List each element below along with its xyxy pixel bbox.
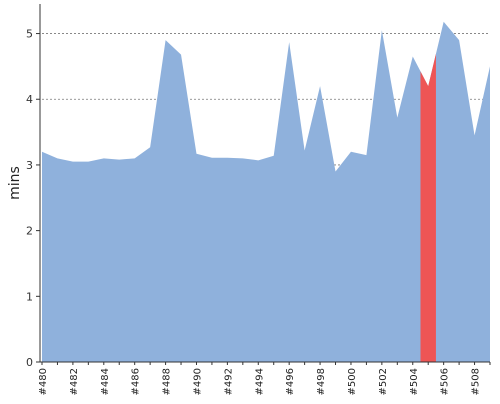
x-tick-labels: #480 #482 #484 #486 #488 #490 #492 #494 #496 #498… — [38, 362, 491, 395]
x-tick-label-488: #488 — [162, 368, 173, 395]
x-tick-label-506: #506 — [440, 368, 451, 395]
x-tick-label-494: #494 — [254, 368, 265, 395]
x-tick-label-482: #482 — [69, 368, 80, 395]
x-tick-label-496: #496 — [285, 368, 296, 395]
x-tick-label-500: #500 — [347, 368, 358, 395]
x-tick-label-508: #508 — [471, 368, 482, 395]
x-tick-label-498: #498 — [316, 368, 327, 395]
y-tick-label-3: 3 — [26, 159, 33, 172]
axes — [39, 4, 490, 363]
x-tick-label-486: #486 — [131, 368, 142, 395]
x-tick-label-480: #480 — [38, 368, 49, 395]
highlight-bar-505 — [420, 53, 436, 362]
y-tick-label-1: 1 — [26, 290, 33, 303]
y-tick-labels: 0 1 2 3 4 5 — [26, 28, 40, 369]
y-tick-label-4: 4 — [26, 93, 33, 106]
x-tick-label-484: #484 — [100, 368, 111, 395]
x-tick-label-490: #490 — [192, 368, 203, 395]
y-axis-label: mins — [7, 166, 23, 200]
y-tick-label-5: 5 — [26, 28, 33, 41]
series-area — [42, 21, 490, 362]
y-tick-label-2: 2 — [26, 225, 33, 238]
series-area-group — [42, 21, 490, 362]
x-tick-label-504: #504 — [409, 368, 420, 395]
x-tick-label-492: #492 — [223, 368, 234, 395]
y-tick-label-0: 0 — [26, 356, 33, 369]
x-tick-label-502: #502 — [378, 368, 389, 395]
